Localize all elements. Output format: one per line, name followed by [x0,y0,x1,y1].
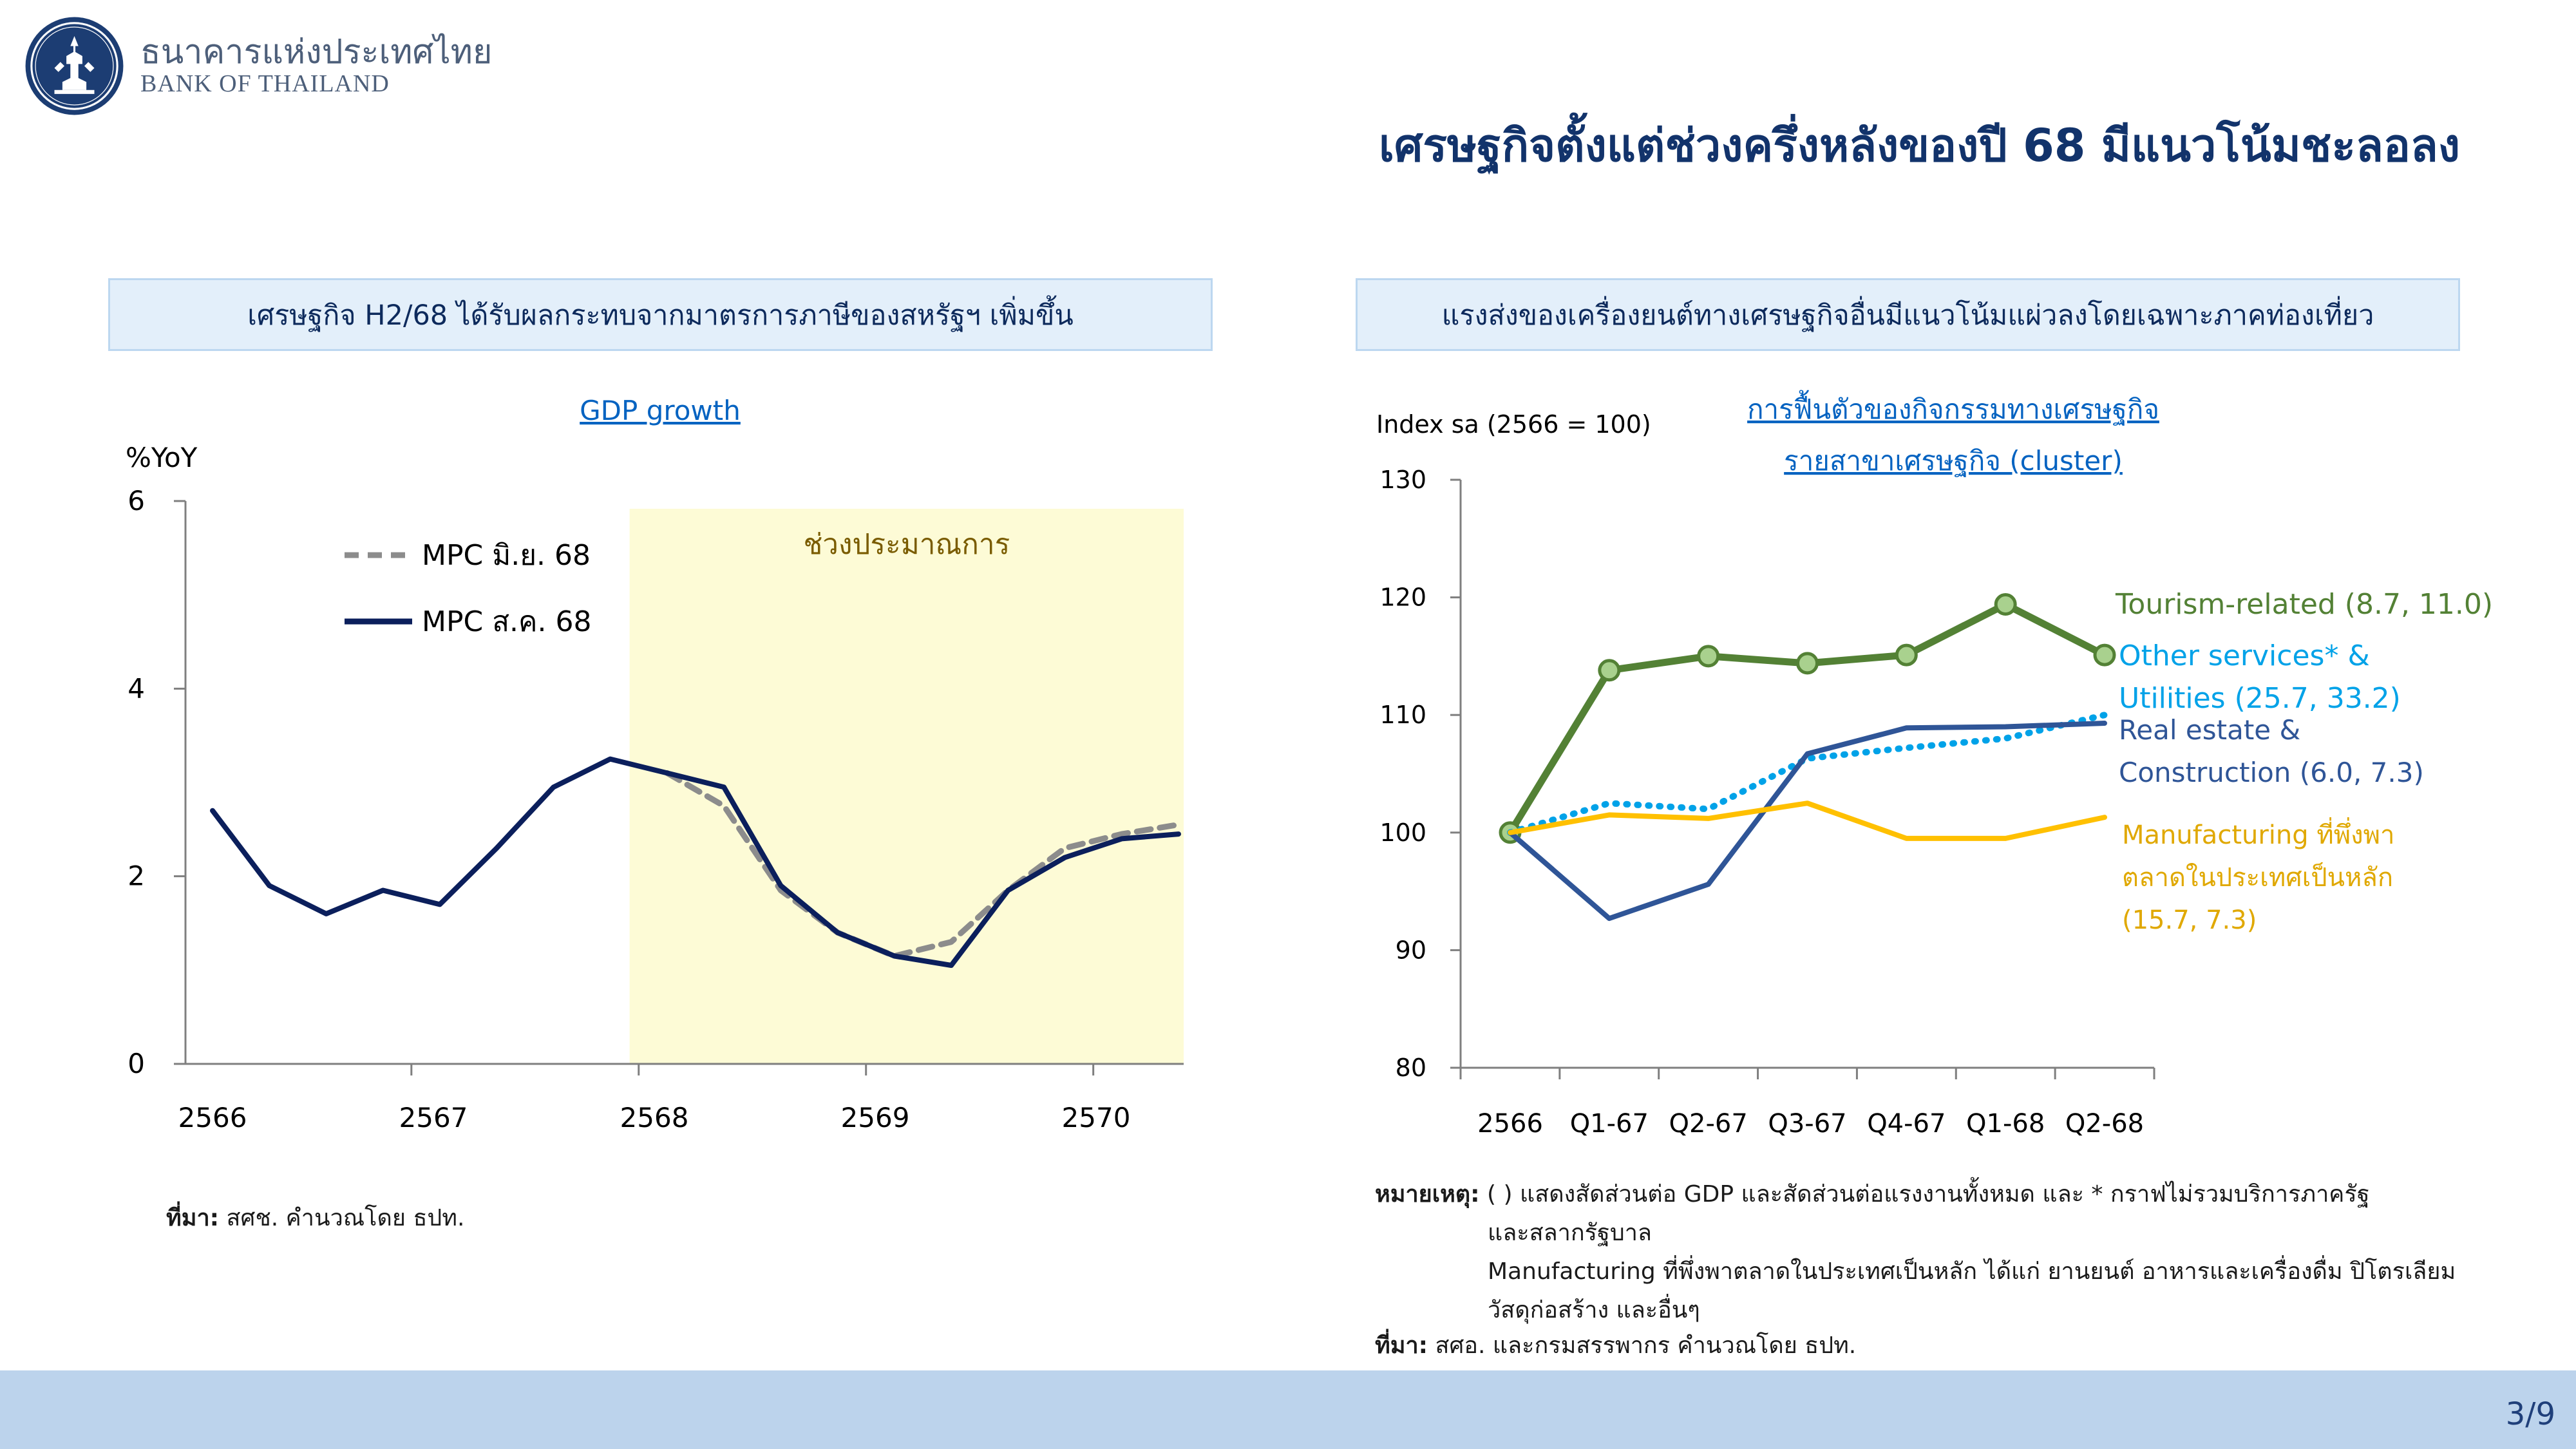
data-point-marker [1895,643,1918,667]
x-tick-label: Q1-68 [1966,1109,2045,1139]
series-line-mpc-june [664,770,1182,959]
y-tick-label: 130 [1379,466,1426,494]
y-axis-label: %YoY [126,442,198,473]
series-line-tourism [1506,601,2108,837]
source-label: ที่มา: [1375,1332,1428,1359]
series-label-manufacturing: Manufacturing ที่พึ่งพา [2122,817,2394,850]
series-label-tourism: Tourism-related (8.7, 11.0) [2115,588,2493,621]
note-line-2: และสลากรัฐบาล [1488,1220,1652,1246]
chart-title: GDP growth [580,395,741,426]
series-label-real-estate: Construction (6.0, 7.3) [2119,757,2424,788]
series-label-other-services: Utilities (25.7, 33.2) [2119,682,2401,715]
y-tick-label: 2 [128,860,145,892]
series-label-real-estate: Real estate & [2119,714,2300,746]
series-label-manufacturing: (15.7, 7.3) [2122,905,2257,935]
chart-title-line: การฟื้นตัวของกิจกรรมทางเศรษฐกิจ [1747,390,2159,426]
legend-label: MPC ส.ค. 68 [422,605,591,638]
y-tick-label: 90 [1396,936,1426,964]
data-point-marker [1796,652,1819,675]
source-text: สศช. คำนวณโดย ธปท. [219,1205,465,1231]
y-tick-label: 80 [1396,1054,1426,1082]
x-tick-label: Q4-67 [1867,1109,1946,1139]
right-panel-heading: แรงส่งของเครื่องยนต์ทางเศรษฐกิจอื่นมีแนว… [1356,278,2460,351]
source-text: สศอ. และกรมสรรพากร คำนวณโดย ธปท. [1428,1332,1857,1359]
y-tick-label: 110 [1379,701,1426,729]
y-tick-label: 6 [128,485,145,516]
legend-label: MPC มิ.ย. 68 [422,539,591,572]
footer-bar [0,1370,2576,1449]
slide-title: เศรษฐกิจตั้งแต่ช่วงครึ่งหลังของปี 68 มีแ… [1379,119,2460,172]
chart-title-line: รายสาขาเศรษฐกิจ (cluster) [1784,445,2123,477]
bank-of-thailand-seal-icon [25,17,124,115]
series-label-manufacturing: ตลาดในประเทศเป็นหลัก [2122,862,2393,893]
x-tick-label: Q2-68 [2065,1109,2144,1139]
note-line-1: ( ) แสดงสัดส่วนต่อ GDP และสัดส่วนต่อแรงง… [1479,1181,2370,1208]
series-line-other-services [1507,712,2108,836]
x-tick-label: 2566 [1477,1109,1543,1139]
x-tick-label: 2567 [399,1102,468,1133]
source-label: ที่มา: [166,1205,220,1231]
data-point-marker [1994,593,2017,616]
x-tick-label: 2570 [1062,1102,1131,1133]
bank-name-english: BANK OF THAILAND [140,70,390,97]
note-line-3: Manufacturing ที่พึ่งพาตลาดในประเทศเป็นห… [1488,1258,2456,1285]
data-point-marker [1598,659,1621,682]
series-line-mpc-august [210,756,1181,968]
y-tick-label: 0 [128,1048,145,1079]
y-tick-label: 4 [128,672,145,704]
right-panel-heading-text: แรงส่งของเครื่องยนต์ทางเศรษฐกิจอื่นมีแนว… [1441,299,2374,332]
y-tick-label: 120 [1379,583,1426,612]
bank-name-thai: ธนาคารแห่งประเทศไทย [140,33,493,71]
x-tick-label: 2566 [178,1102,247,1133]
x-tick-label: 2569 [841,1102,910,1133]
series-line-manufacturing [1508,800,2107,841]
note-line-4: วัสดุก่อสร้าง และอื่นๆ [1488,1297,1700,1323]
note-label: หมายเหตุ: [1375,1181,1480,1208]
forecast-region-label: ช่วงประมาณการ [803,528,1010,561]
y-tick-label: 100 [1379,819,1426,847]
x-tick-label: Q2-67 [1669,1109,1748,1139]
right-source-note: ที่มา: สศอ. และกรมสรรพากร คำนวณโดย ธปท. [1375,1327,1856,1363]
series-label-other-services: Other services* & [2119,639,2370,672]
left-panel-heading-text: เศรษฐกิจ H2/68 ได้รับผลกระทบจากมาตรการภา… [247,299,1074,332]
data-point-marker [1697,645,1720,668]
x-tick-label: Q1-67 [1570,1109,1649,1139]
y-axis-label: Index sa (2566 = 100) [1376,410,1651,439]
data-point-marker [2093,643,2116,667]
x-tick-label: 2568 [620,1102,689,1133]
left-panel-heading: เศรษฐกิจ H2/68 ได้รับผลกระทบจากมาตรการภา… [108,278,1213,351]
right-footnote: หมายเหตุ: ( ) แสดงสัดส่วนต่อ GDP และสัดส… [1375,1175,2456,1330]
page-number: 3/9 [2505,1396,2555,1432]
x-tick-label: Q3-67 [1768,1109,1846,1139]
series-line-real-estate [1508,721,2107,922]
left-source-note: ที่มา: สศช. คำนวณโดย ธปท. [166,1199,464,1236]
